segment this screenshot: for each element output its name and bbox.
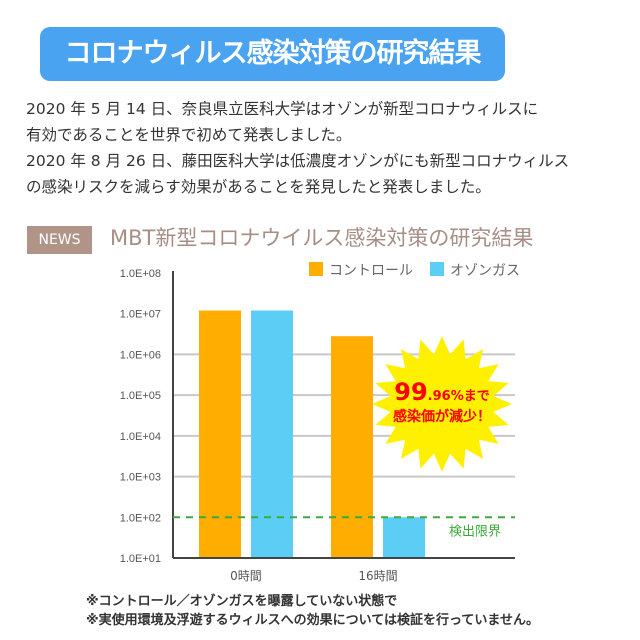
bar-ozone [251, 310, 293, 558]
news-badge: NEWS [27, 226, 92, 254]
bar-control [199, 310, 241, 558]
y-tick-label: 1.0E+03 [120, 472, 161, 484]
legend-swatch [430, 262, 444, 276]
callout-percent: 99.96%まで [394, 378, 489, 406]
footnote: ※コントロール／オゾンガスを曝露していない状態で [86, 594, 398, 609]
legend-label: オゾンガス [450, 263, 520, 279]
intro-line: 2020 年 8 月 26 日、藤田医科大学は低濃度オゾンがにも新型コロナウィル… [26, 152, 570, 170]
page-banner-title: コロナウィルス感染対策の研究結果 [40, 27, 505, 81]
detection-limit-label: 検出限界 [449, 524, 501, 539]
bar-control [331, 336, 373, 558]
callout-percent-small: .96%まで [428, 389, 490, 404]
y-tick-label: 1.0E+02 [120, 512, 161, 524]
legend-swatch [309, 262, 323, 276]
footnote: ※実使用環境及浮遊するウィルスへの効果については検証を行っていません。 [86, 613, 539, 628]
y-tick-label: 1.0E+07 [120, 309, 161, 321]
callout-text: 感染価が減少！ [393, 408, 491, 425]
y-tick-label: 1.0E+06 [120, 349, 161, 361]
y-tick-label: 1.0E+04 [120, 431, 161, 443]
x-tick-label: 16時間 [358, 569, 397, 583]
intro-text: 2020 年 5 月 14 日、奈良県立医科大学はオゾンが新型コロナウィルスに … [26, 96, 636, 200]
news-title: MBT新型コロナウイルス感染対策の研究結果 [110, 226, 534, 250]
bar-ozone [383, 517, 425, 558]
y-tick-label: 1.0E+05 [120, 390, 161, 402]
y-tick-label: 1.0E+01 [120, 553, 161, 565]
legend-label: コントロール [329, 263, 413, 279]
x-tick-label: 0時間 [230, 569, 262, 583]
callout-percent-big: 99 [394, 378, 427, 406]
intro-line: 2020 年 5 月 14 日、奈良県立医科大学はオゾンが新型コロナウィルスに [26, 100, 539, 118]
footnotes: ※コントロール／オゾンガスを曝露していない状態で ※実使用環境及浮遊するウィルス… [86, 592, 539, 630]
y-tick-label: 1.0E+08 [120, 268, 161, 280]
intro-line: の感染リスクを減らす効果があることを発見したと発表しました。 [26, 178, 491, 196]
intro-line: 有効であることを世界で初めて発表しました。 [26, 126, 352, 144]
starburst-callout [372, 336, 512, 472]
